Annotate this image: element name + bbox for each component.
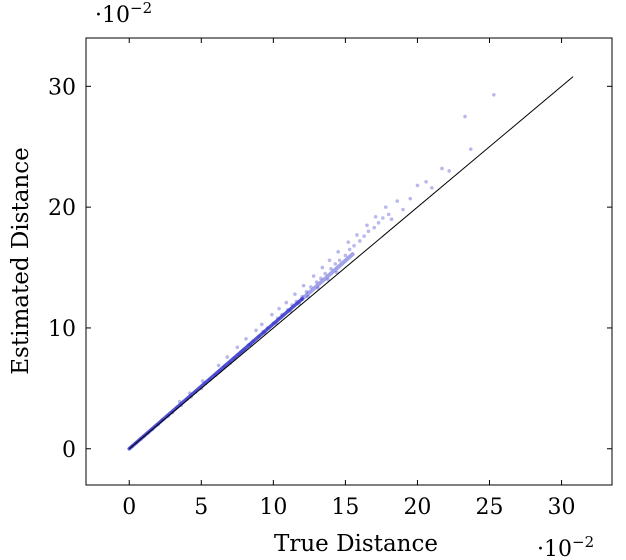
scatter-point (244, 337, 248, 341)
scatter-point (320, 265, 325, 270)
scatter-point (440, 166, 444, 171)
scatter-point (314, 280, 319, 284)
scatter-point (323, 271, 328, 276)
scatter-point (373, 215, 378, 219)
scatter-point (337, 258, 342, 263)
scatter-point (395, 199, 400, 203)
scatter-point (468, 147, 473, 151)
x-tick-label: 0 (122, 495, 136, 520)
scatter-dense-band (300, 252, 355, 301)
scatter-point (362, 234, 366, 238)
scatter-point (346, 240, 351, 244)
scatter-point (389, 217, 394, 222)
scatter-point (492, 92, 496, 97)
scatter-point (329, 266, 333, 271)
reference-line (128, 76, 574, 450)
scatter-point (336, 250, 340, 254)
scatter-point (277, 306, 281, 311)
y-tick-label: 10 (48, 317, 76, 342)
x-tick-label: 10 (259, 495, 287, 520)
scatter-point (415, 183, 420, 188)
scatter-point (463, 114, 467, 119)
scatter-point (401, 207, 405, 212)
scatter-point (333, 262, 338, 266)
scatter-point (306, 294, 310, 299)
y-axis-label: Estimated Distance (8, 147, 34, 374)
scatter-point (424, 179, 428, 184)
y-tick-label: 30 (48, 75, 76, 100)
scatter-point (301, 283, 306, 288)
scatter-point (260, 322, 264, 327)
plot-frame (85, 37, 613, 486)
scatter-point (316, 286, 320, 290)
x-tick-label: 25 (476, 495, 504, 520)
scatter-point (319, 276, 323, 281)
scatter-point (216, 363, 221, 368)
scatter-point (376, 221, 381, 225)
scatter-point (347, 247, 352, 252)
scatter-point (235, 345, 240, 350)
scatter-point (270, 312, 274, 317)
y-multiplier-base: ·10 (95, 3, 130, 28)
x-multiplier-base: ·10 (537, 537, 572, 560)
x-axis-label: True Distance (274, 531, 438, 557)
scatter-point (300, 294, 304, 299)
x-tick-label: 5 (194, 495, 208, 520)
scatter-point (447, 169, 451, 173)
x-tick-label: 15 (331, 495, 359, 520)
x-tick-label: 20 (403, 495, 431, 520)
x-multiplier-exponent: −2 (572, 533, 594, 551)
scatter-point (225, 355, 230, 359)
y-axis-multiplier: ·10−2 (95, 0, 152, 28)
scatter-point (311, 274, 316, 278)
scatter-point (334, 270, 339, 275)
scatter-point (293, 292, 297, 296)
scatter-point (304, 289, 309, 294)
y-multiplier-exponent: −2 (130, 0, 152, 17)
scatter-point (372, 225, 377, 230)
y-tick-label: 20 (48, 196, 76, 221)
scatter-point (309, 285, 313, 289)
svg-text:·10−2: ·10−2 (537, 533, 594, 560)
scatter-point (408, 196, 413, 201)
scatter-point (366, 229, 371, 234)
scatter-point (284, 300, 289, 305)
scatter-point (327, 258, 332, 263)
scatter-point (430, 186, 434, 190)
scatter-point (358, 239, 362, 243)
svg-text:·10−2: ·10−2 (95, 0, 152, 28)
x-tick-label: 30 (548, 495, 576, 520)
scatter-point (352, 243, 356, 248)
scatter-dense-band (127, 297, 304, 451)
scatter-point (365, 223, 369, 228)
scatter-point (254, 328, 258, 333)
y-tick-label: 0 (62, 438, 76, 463)
scatter-point (326, 277, 330, 282)
scatter-point (343, 253, 348, 258)
scatter-point (383, 205, 388, 209)
scatter-point (355, 233, 359, 237)
x-axis-multiplier: ·10−2 (537, 533, 594, 560)
scatter-point (386, 212, 391, 217)
scatter-point (381, 216, 385, 220)
